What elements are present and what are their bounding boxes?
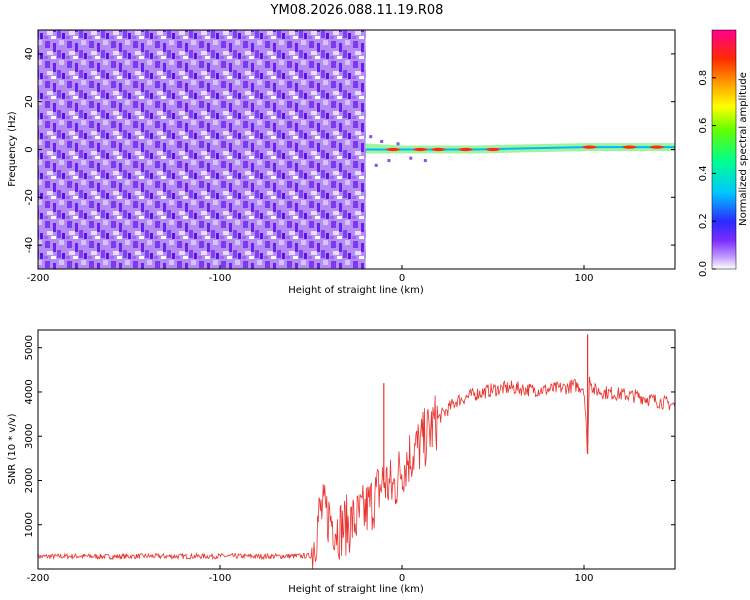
signal-speckle <box>380 139 384 143</box>
snr-frame <box>37 329 676 570</box>
snr-spikes <box>383 334 589 481</box>
top-x-tick-label: -100 <box>209 273 232 284</box>
bottom-x-tick-label: 100 <box>574 573 593 584</box>
colorbar: 0.0 0.2 0.4 0.6 0.8 Normalized spectral ampl… <box>698 29 749 277</box>
colorbar-tick-label: 0.2 <box>698 213 709 229</box>
signal-hotspot <box>649 145 664 149</box>
signal-hotspot <box>413 147 428 152</box>
bottom-y-tick-label: 3000 <box>24 423 35 448</box>
top-x-tick-label: 100 <box>574 273 593 284</box>
bottom-x-ticks: -200 -100 0 100 <box>27 565 594 584</box>
colorbar-tick-label: 0.8 <box>698 70 709 86</box>
chart-title: YM08.2026.088.11.19.R08 <box>270 3 444 18</box>
signal-speckle <box>387 159 391 163</box>
top-x-tick-label: -200 <box>27 273 50 284</box>
bottom-x-axis-label: Height of straight line (km) <box>288 584 424 595</box>
top-x-axis-label: Height of straight line (km) <box>288 285 424 296</box>
top-y-tick-label: -20 <box>24 189 35 205</box>
snr-series-line <box>38 376 675 569</box>
top-y-tick-label: 0 <box>24 146 35 152</box>
bottom-y-tick-label: 2000 <box>24 468 35 493</box>
bottom-y-ticks: 1000 2000 3000 4000 5000 <box>24 335 675 537</box>
signal-hotspot <box>582 145 597 149</box>
top-y-tick-label: 20 <box>24 95 35 108</box>
bottom-y-axis-label: SNR (10 * v/v) <box>7 413 18 484</box>
bottom-x-tick-label: 0 <box>399 573 405 584</box>
bottom-x-tick-label: -200 <box>27 573 50 584</box>
snr-plot: -200 -100 0 100 1000 2000 3000 4000 5000 Height… <box>7 329 676 595</box>
signal-hotspot <box>486 147 500 152</box>
bottom-y-tick-label: 4000 <box>24 379 35 404</box>
colorbar-gradient <box>711 29 737 270</box>
colorbar-label: Normalized spectral amplitude <box>738 72 749 226</box>
bottom-y-tick-label: 1000 <box>24 512 35 537</box>
signal-speckle <box>409 156 413 160</box>
colorbar-tick-label: 0.4 <box>698 165 709 181</box>
signal-hotspot <box>458 147 473 152</box>
bottom-x-tick-label: -100 <box>209 573 232 584</box>
colorbar-ticks: 0.0 0.2 0.4 0.6 0.8 <box>698 70 716 277</box>
top-x-tick-label: 0 <box>399 273 405 284</box>
signal-speckle <box>374 163 378 167</box>
signal-band <box>365 135 675 167</box>
top-y-tick-label: -40 <box>24 237 35 253</box>
signal-speckle <box>396 142 400 146</box>
noise-region <box>38 30 366 269</box>
top-y-axis-label: Frequency (Hz) <box>7 111 18 187</box>
signal-hotspot <box>622 145 637 149</box>
colorbar-tick-label: 0.0 <box>698 261 709 277</box>
signal-speckle <box>423 159 427 163</box>
top-x-ticks: -200 -100 0 100 <box>27 265 594 284</box>
colorbar-tick-label: 0.6 <box>698 118 709 134</box>
bottom-y-tick-label: 5000 <box>24 335 35 360</box>
top-y-tick-label: 40 <box>24 48 35 61</box>
signal-speckle <box>369 135 373 139</box>
signal-hotspot <box>431 147 446 152</box>
signal-hotspot <box>385 147 400 152</box>
top-y-ticks: -40 -20 0 20 40 <box>24 48 675 253</box>
